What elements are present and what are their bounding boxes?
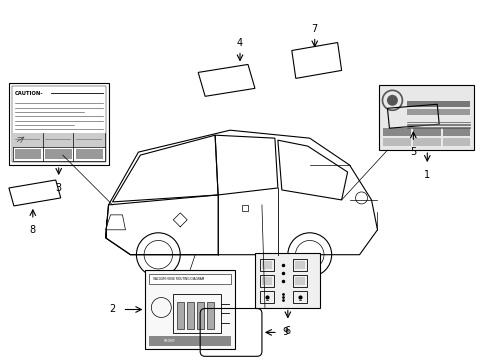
Text: 2: 2 bbox=[109, 305, 115, 315]
Bar bbox=[13, 133, 104, 147]
Circle shape bbox=[386, 95, 397, 106]
Bar bbox=[254, 253, 319, 307]
Bar bbox=[187, 302, 194, 329]
Bar bbox=[149, 274, 230, 284]
Text: 5: 5 bbox=[409, 147, 416, 157]
Text: 9: 9 bbox=[282, 327, 288, 337]
Bar bbox=[412, 138, 440, 146]
Bar bbox=[149, 336, 230, 346]
Bar bbox=[407, 101, 469, 107]
Text: 4: 4 bbox=[237, 37, 243, 48]
Text: 7: 7 bbox=[311, 24, 317, 33]
Bar bbox=[260, 291, 273, 302]
Bar bbox=[242, 205, 247, 211]
Text: CAUTION-: CAUTION- bbox=[15, 91, 43, 96]
Bar bbox=[442, 128, 469, 136]
Text: 1: 1 bbox=[424, 170, 429, 180]
Text: VACUUM HOSE ROUTING DIAGRAM: VACUUM HOSE ROUTING DIAGRAM bbox=[153, 276, 204, 280]
Bar bbox=[145, 270, 235, 349]
Bar bbox=[45, 149, 72, 159]
Text: 3: 3 bbox=[56, 183, 61, 193]
Bar bbox=[294, 261, 304, 269]
Bar bbox=[13, 133, 104, 161]
Bar bbox=[262, 276, 271, 285]
Bar bbox=[12, 86, 105, 162]
Bar bbox=[294, 276, 304, 285]
Text: FRONT: FRONT bbox=[163, 339, 175, 343]
Bar bbox=[207, 302, 214, 329]
Bar bbox=[292, 275, 306, 287]
Bar bbox=[260, 259, 273, 271]
Bar bbox=[379, 85, 473, 150]
Bar bbox=[407, 109, 469, 115]
Bar bbox=[262, 261, 271, 269]
Bar bbox=[292, 259, 306, 271]
Bar bbox=[173, 293, 221, 333]
Bar bbox=[383, 138, 410, 146]
Bar bbox=[412, 128, 440, 136]
Bar bbox=[15, 149, 41, 159]
Text: 6: 6 bbox=[284, 327, 290, 336]
Bar bbox=[383, 128, 410, 136]
Bar bbox=[260, 275, 273, 287]
Bar bbox=[9, 84, 108, 165]
Bar bbox=[197, 302, 203, 329]
Text: 8: 8 bbox=[30, 225, 36, 235]
Bar bbox=[177, 302, 184, 329]
Bar bbox=[76, 149, 102, 159]
Bar bbox=[292, 291, 306, 302]
Bar bbox=[442, 138, 469, 146]
